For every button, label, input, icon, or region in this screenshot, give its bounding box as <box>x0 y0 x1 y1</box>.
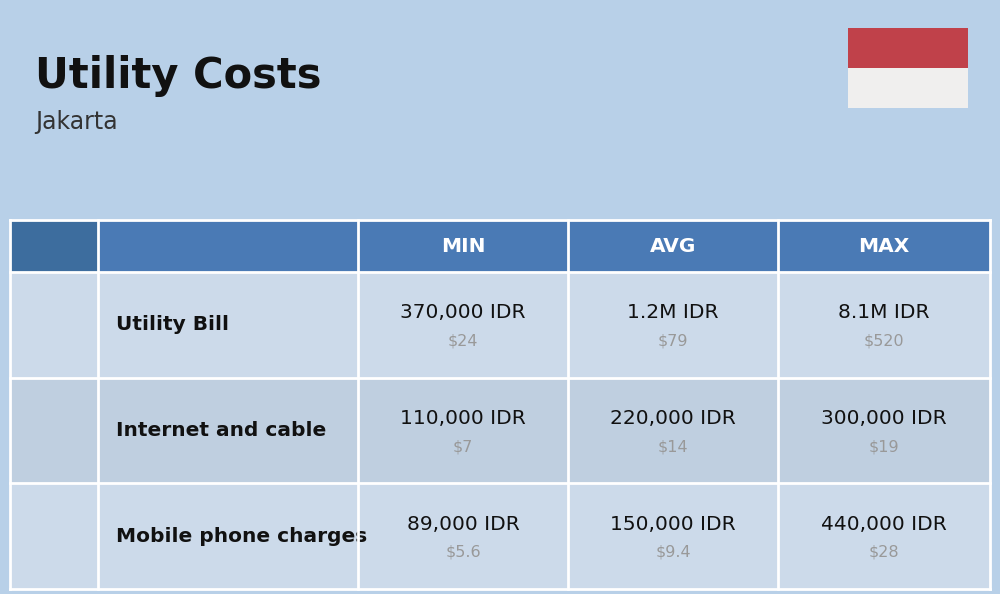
Text: Utility Costs: Utility Costs <box>35 55 322 97</box>
Text: 110,000 IDR: 110,000 IDR <box>400 409 526 428</box>
Bar <box>10 220 98 272</box>
Text: 370,000 IDR: 370,000 IDR <box>400 304 526 323</box>
Text: $79: $79 <box>658 333 688 348</box>
Text: $19: $19 <box>869 439 899 454</box>
Text: $28: $28 <box>869 545 899 560</box>
Text: MIN: MIN <box>441 236 485 255</box>
Text: Internet and cable: Internet and cable <box>116 421 326 440</box>
Text: AVG: AVG <box>650 236 696 255</box>
Text: 220,000 IDR: 220,000 IDR <box>610 409 736 428</box>
Text: 8.1M IDR: 8.1M IDR <box>838 304 930 323</box>
Text: 1.2M IDR: 1.2M IDR <box>627 304 719 323</box>
Bar <box>98 220 358 272</box>
Bar <box>10 272 990 378</box>
Bar <box>10 220 990 272</box>
Text: $24: $24 <box>448 333 478 348</box>
Text: $520: $520 <box>864 333 904 348</box>
Text: $7: $7 <box>453 439 473 454</box>
Text: $14: $14 <box>658 439 688 454</box>
Text: 89,000 IDR: 89,000 IDR <box>407 514 519 533</box>
Text: 150,000 IDR: 150,000 IDR <box>610 514 736 533</box>
Bar <box>848 68 968 108</box>
Bar <box>10 484 990 589</box>
Text: MAX: MAX <box>858 236 910 255</box>
Text: Mobile phone charges: Mobile phone charges <box>116 527 367 546</box>
Bar <box>10 378 990 484</box>
Text: 440,000 IDR: 440,000 IDR <box>821 514 947 533</box>
Bar <box>848 28 968 68</box>
Text: Jakarta: Jakarta <box>35 110 118 134</box>
Text: $9.4: $9.4 <box>655 545 691 560</box>
Text: Utility Bill: Utility Bill <box>116 315 229 334</box>
Text: $5.6: $5.6 <box>445 545 481 560</box>
Text: 300,000 IDR: 300,000 IDR <box>821 409 947 428</box>
